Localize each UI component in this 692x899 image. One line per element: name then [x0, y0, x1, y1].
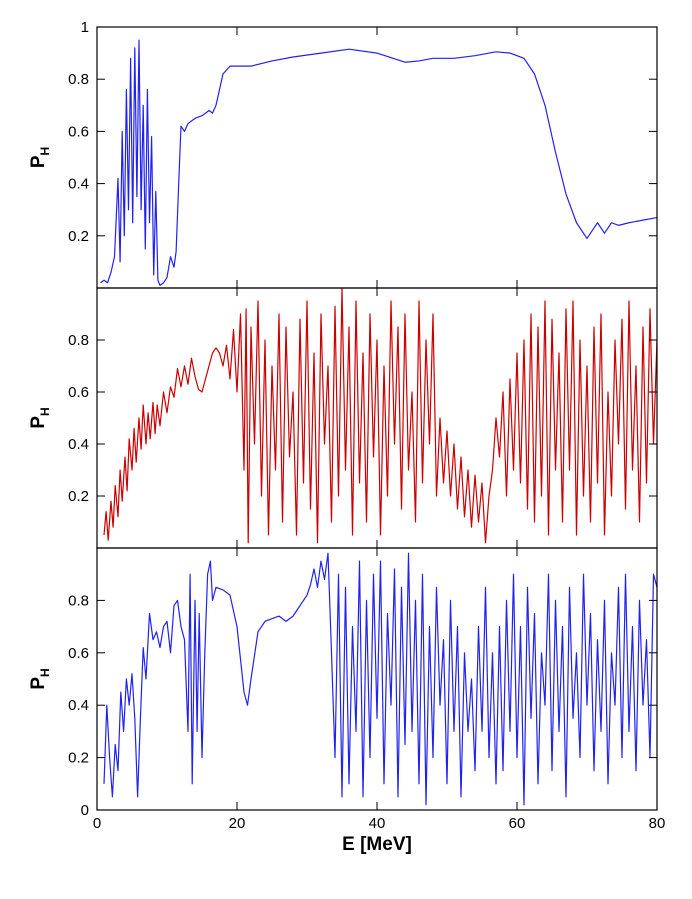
y-axis-label-sub: H	[38, 668, 52, 677]
y-tick-label: 0	[81, 802, 89, 819]
plot-frame	[96, 547, 658, 811]
x-tick-label: 80	[649, 815, 666, 832]
y-tick-label: 1	[81, 19, 89, 36]
y-tick-label: 0.6	[68, 123, 89, 140]
y-axis-label: PH	[28, 668, 52, 689]
y-axis-label-main: P	[28, 155, 49, 168]
panel	[100, 39, 657, 286]
y-tick-label: 0.8	[68, 332, 89, 349]
x-axis-label: E [MeV]	[342, 834, 412, 855]
y-tick-label: 0.6	[68, 384, 89, 401]
y-tick-label: 0.2	[68, 750, 89, 767]
y-tick-label: 0.4	[68, 436, 89, 453]
data-line	[103, 288, 657, 544]
y-tick-label: 0.8	[68, 592, 89, 609]
data-line	[100, 39, 657, 286]
plot-area	[100, 39, 657, 286]
y-axis-label-main: P	[28, 677, 49, 690]
y-tick-label: 0.4	[68, 697, 89, 714]
plot-area	[103, 552, 657, 806]
x-tick-label: 40	[369, 815, 386, 832]
y-axis-label-main: P	[28, 416, 49, 429]
x-tick-label: 60	[509, 815, 526, 832]
y-tick-label: 0.2	[68, 488, 89, 505]
plot-frame	[96, 26, 658, 289]
plot-area	[103, 288, 657, 544]
y-tick-label: 0.4	[68, 176, 89, 193]
data-line	[103, 552, 657, 806]
panel	[103, 552, 657, 806]
x-tick-label: 0	[93, 815, 101, 832]
y-tick-label: 0.6	[68, 645, 89, 662]
x-tick-label: 20	[229, 815, 246, 832]
y-axis-label-sub: H	[38, 147, 52, 156]
panel	[103, 288, 657, 544]
y-axis-label: PH	[28, 147, 52, 168]
y-axis-label: PH	[28, 407, 52, 428]
y-tick-label: 0.2	[68, 228, 89, 245]
y-axis-label-sub: H	[38, 407, 52, 416]
y-tick-label: 0.8	[68, 71, 89, 88]
